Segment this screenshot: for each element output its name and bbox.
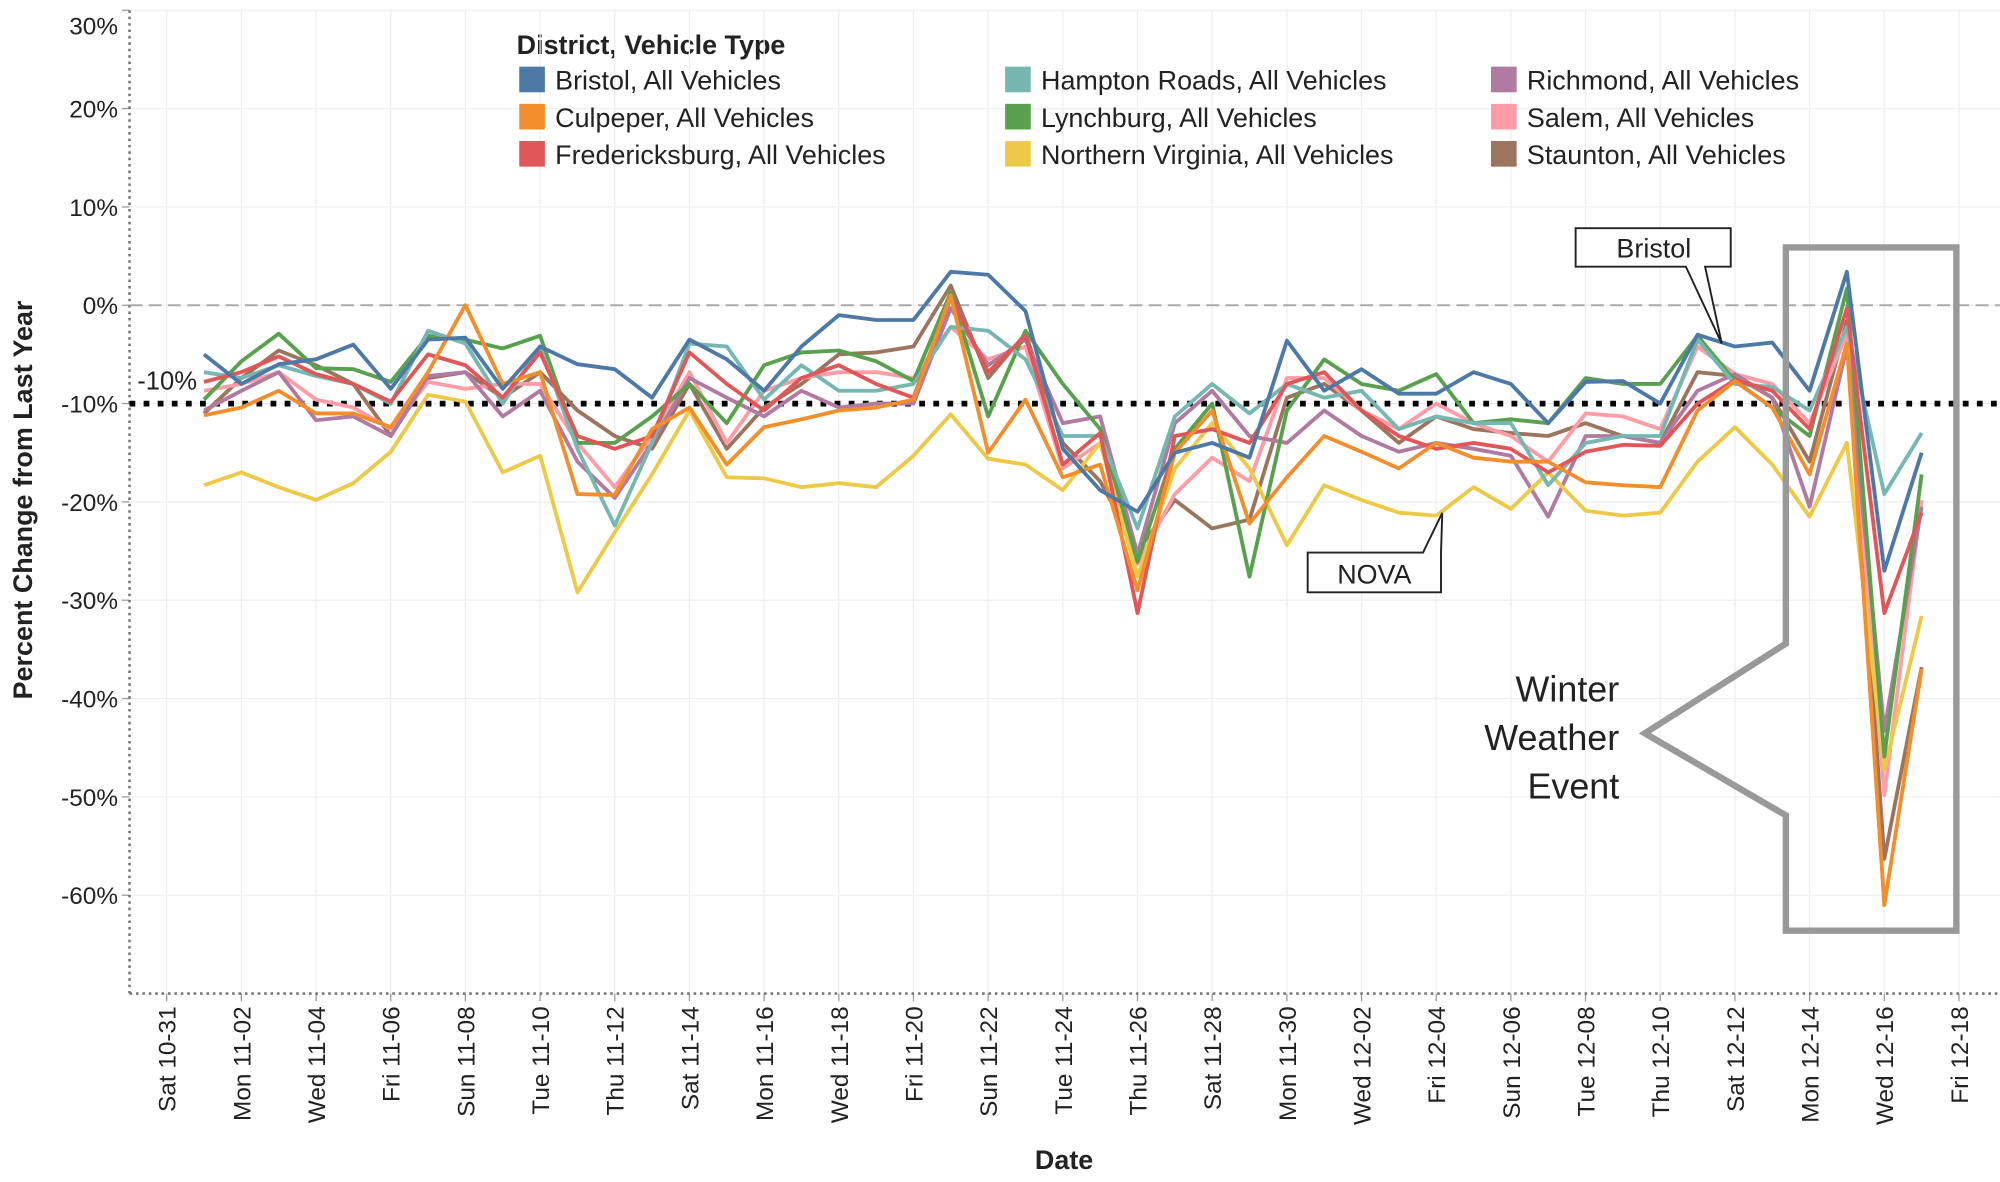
legend-swatch — [1491, 66, 1517, 93]
x-tick-label: Thu 11-12 — [603, 1006, 630, 1115]
series-line — [203, 306, 1924, 733]
x-tick-label: Fri 11-20 — [901, 1006, 928, 1102]
x-tick-label: Sat 10-31 — [155, 1006, 182, 1112]
annotation-text: NOVA — [1337, 559, 1411, 589]
event-bracket — [1638, 244, 1960, 934]
legend-title: District, Vehicle Type — [517, 30, 786, 60]
y-tick-label: -60% — [61, 883, 118, 910]
x-tick-label: Mon 11-30 — [1275, 1006, 1302, 1121]
x-tick-label: Wed 11-18 — [827, 1006, 854, 1123]
y-tick-label: -50% — [61, 785, 118, 812]
y-tick-label: -40% — [61, 687, 118, 714]
x-tick-label: Wed 12-16 — [1872, 1006, 1899, 1125]
y-tick-label: 10% — [69, 195, 118, 222]
x-tick-label: Sun 11-22 — [976, 1006, 1003, 1117]
legend-label: Northern Virginia, All Vehicles — [1041, 140, 1393, 170]
y-tick-label: 0% — [83, 293, 118, 320]
x-tick-label: Mon 12-14 — [1798, 1006, 1825, 1122]
legend-label: Salem, All Vehicles — [1527, 103, 1754, 133]
legend-label: Hampton Roads, All Vehicles — [1041, 66, 1386, 96]
x-tick-label: Thu 12-10 — [1648, 1006, 1675, 1117]
x-tick-label: Sat 12-12 — [1723, 1006, 1750, 1112]
x-tick-label: Mon 11-16 — [752, 1006, 779, 1121]
legend-swatch — [519, 66, 545, 93]
legend-swatch — [1005, 66, 1031, 93]
x-tick-label: Mon 11-02 — [229, 1006, 256, 1121]
legend-label: Lynchburg, All Vehicles — [1041, 103, 1317, 133]
legend-label: Fredericksburg, All Vehicles — [555, 140, 885, 170]
x-tick-label: Fri 12-04 — [1424, 1006, 1451, 1103]
x-tick-label: Wed 11-04 — [304, 1006, 331, 1123]
x-axis-title: Date — [1035, 1145, 1093, 1175]
legend-label: Staunton, All Vehicles — [1527, 140, 1786, 170]
x-tick-label: Sun 11-08 — [453, 1006, 480, 1117]
legend-swatch — [1491, 141, 1517, 167]
callout-box — [1306, 512, 1444, 594]
series-line — [202, 269, 1924, 573]
annotation-text: Winter — [1516, 669, 1620, 709]
legend-swatch — [1491, 103, 1517, 130]
legend-label: Culpeper, All Vehicles — [555, 103, 814, 133]
y-tick-label: -30% — [61, 588, 118, 615]
callout-box — [1574, 227, 1732, 344]
y-axis-title: Percent Change from Last Year — [8, 300, 38, 699]
annotation-bristol: Bristol — [1574, 227, 1732, 344]
series-line — [203, 295, 1924, 615]
reference-label: -10% — [137, 367, 197, 395]
y-tick-label: 30% — [69, 14, 118, 41]
x-tick-label: Tue 11-10 — [528, 1006, 555, 1114]
y-tick-label: 20% — [69, 97, 118, 124]
annotation-text: Bristol — [1616, 234, 1691, 264]
x-tick-label: Tue 12-08 — [1574, 1006, 1601, 1116]
legend-swatch — [519, 103, 545, 130]
x-tick-label: Tue 11-24 — [1051, 1006, 1078, 1114]
x-tick-label: Wed 12-02 — [1349, 1006, 1376, 1125]
x-tick-label: Sat 11-14 — [677, 1006, 704, 1110]
series-line — [203, 392, 1924, 772]
x-tick-label: Fri 12-18 — [1947, 1006, 1974, 1103]
x-tick-label: Thu 11-26 — [1125, 1006, 1152, 1115]
legend-label: Bristol, All Vehicles — [555, 66, 781, 96]
series-line — [203, 293, 1924, 908]
x-tick-label: Sun 12-06 — [1499, 1006, 1526, 1118]
annotation-text: Event — [1527, 767, 1619, 807]
legend-swatch — [519, 141, 545, 167]
y-tick-label: -10% — [61, 392, 118, 419]
series-line — [202, 286, 1924, 759]
legend-label: Richmond, All Vehicles — [1527, 66, 1799, 96]
series-line — [203, 324, 1924, 531]
annotation-nova: NOVA — [1306, 512, 1444, 594]
x-tick-label: Fri 11-06 — [379, 1006, 406, 1102]
legend-swatch — [1005, 141, 1031, 167]
annotation-text: Weather — [1484, 718, 1619, 758]
y-tick-label: -20% — [61, 490, 118, 517]
x-tick-label: Sat 11-28 — [1200, 1006, 1227, 1110]
legend-swatch — [1005, 103, 1031, 130]
